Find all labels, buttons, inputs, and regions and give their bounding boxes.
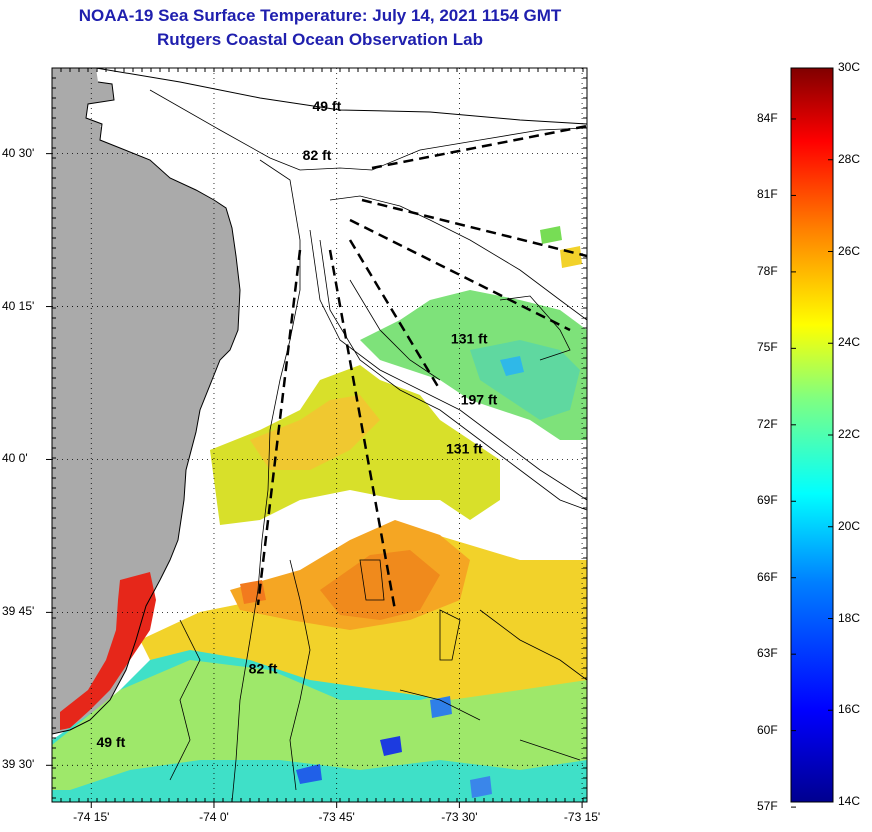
celsius-label: 28C <box>838 151 861 166</box>
fahrenheit-label: 60F <box>757 722 778 737</box>
long-island-shore <box>95 68 587 125</box>
fahrenheit-label: 57F <box>757 799 778 814</box>
fahrenheit-label: 84F <box>757 110 778 125</box>
fahrenheit-label: 69F <box>757 493 778 508</box>
fahrenheit-label: 75F <box>757 340 778 355</box>
chart-title: NOAA-19 Sea Surface Temperature: July 14… <box>78 6 562 25</box>
celsius-label: 20C <box>838 518 861 533</box>
map-frame <box>51 67 588 803</box>
depth-label: 197 ft <box>461 391 498 407</box>
colorbar-ticks <box>791 67 833 808</box>
frame-ticks <box>46 67 587 808</box>
depth-label: 82 ft <box>249 661 278 677</box>
fahrenheit-label: 78F <box>757 263 778 278</box>
coastline <box>52 81 241 735</box>
celsius-label: 26C <box>838 243 861 258</box>
lon-tick-label: -73 15' <box>563 810 601 824</box>
depth-label: 131 ft <box>446 440 483 456</box>
celsius-label: 18C <box>838 610 861 625</box>
fahrenheit-label: 81F <box>757 187 778 202</box>
bathymetry-contours <box>149 89 587 802</box>
gridlines <box>52 68 587 802</box>
colorbar-scale <box>790 67 834 803</box>
lat-tick-label: 39 45' <box>2 604 35 619</box>
depth-label: 131 ft <box>451 330 488 346</box>
land-mass <box>52 68 240 734</box>
lon-tick-label: -74 15' <box>73 810 110 824</box>
depth-label: 49 ft <box>312 98 341 114</box>
lat-tick-label: 39 30' <box>2 757 35 772</box>
lat-tick-label: 40 15' <box>2 298 35 313</box>
fahrenheit-label: 63F <box>757 646 778 661</box>
land-notch <box>100 120 152 144</box>
lon-tick-label: -73 30' <box>441 810 478 824</box>
celsius-label: 24C <box>838 335 861 350</box>
chart-subtitle: Rutgers Coastal Ocean Observation Lab <box>157 30 483 49</box>
lat-tick-label: 40 0' <box>2 451 28 466</box>
sst-field <box>52 226 587 802</box>
celsius-label: 14C <box>838 794 861 808</box>
depth-label: 49 ft <box>97 734 126 750</box>
lon-tick-label: -74 0' <box>199 810 229 824</box>
celsius-label: 16C <box>838 702 861 717</box>
fahrenheit-label: 66F <box>757 569 778 584</box>
lat-tick-label: 40 30' <box>2 145 35 160</box>
fahrenheit-label: 72F <box>757 416 778 431</box>
shipping-lanes <box>256 124 587 611</box>
depth-label: 82 ft <box>303 147 332 163</box>
celsius-label: 22C <box>838 427 861 441</box>
depth-labels: 49 ft 82 ft 131 ft 197 ft 131 ft 82 ft 49 ft <box>97 98 498 750</box>
celsius-label: 30C <box>838 60 861 74</box>
lon-tick-label: -73 45' <box>318 810 355 824</box>
